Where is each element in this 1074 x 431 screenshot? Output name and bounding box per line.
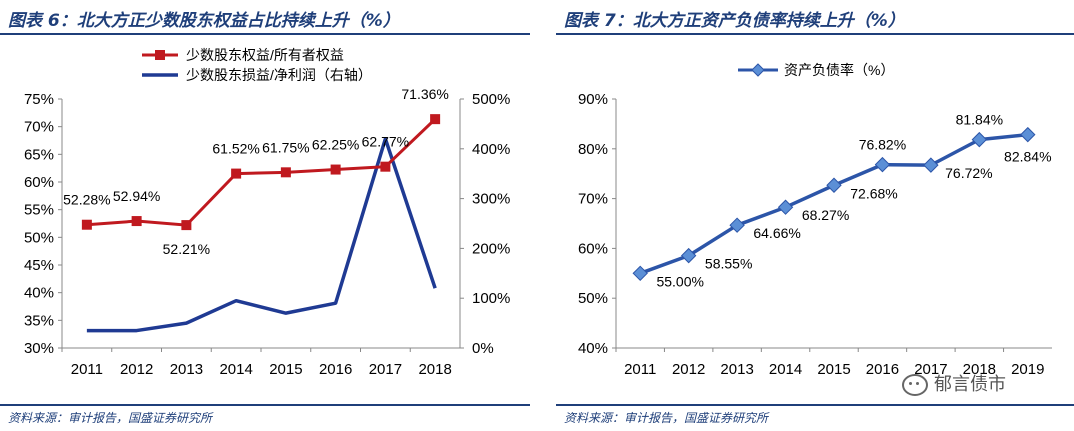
y-tick-label: 40% <box>578 340 608 357</box>
debt-ratio-data-label: 76.82% <box>859 137 906 153</box>
left-chart: 30% 35% 40% 45% 50% 55% 60% 65% 70% 75% 0% 100% 200%… <box>24 47 510 378</box>
debt-ratio-point <box>971 131 988 148</box>
x-tick-label: 2011 <box>624 361 656 378</box>
x-tick-label: 2012 <box>120 361 153 378</box>
x-tick-label: 2016 <box>866 361 899 378</box>
left-title-rule <box>0 33 530 35</box>
minority-equity-data-label: 71.36% <box>401 86 448 102</box>
left-source-rule <box>0 404 530 406</box>
debt-ratio-point <box>777 199 794 215</box>
minority-equity-data-label: 52.94% <box>113 188 160 204</box>
right-chart: 40% 50% 60% 70% 80% 90% 2011 2012 2013 2014 2015 20… <box>578 62 1052 378</box>
debt-ratio-data-label: 68.27% <box>802 207 849 223</box>
right-panel: 图表 7：北大方正资产负债率持续上升（%） 40% 50% 60% 70% 80% 90%… <box>556 0 1074 431</box>
minority-equity-point <box>430 114 441 125</box>
left-y-tick-label: 45% <box>24 257 54 274</box>
debt-ratio-point <box>923 157 939 173</box>
minority-equity-point <box>231 168 242 179</box>
right-title-rule <box>556 33 1074 35</box>
debt-ratio-data-label: 72.68% <box>850 185 897 201</box>
debt-ratio-point <box>729 217 745 233</box>
y-tick-label: 90% <box>578 91 608 108</box>
x-tick-label: 2018 <box>418 361 451 378</box>
debt-ratio-point <box>874 156 891 173</box>
right-figure-title: 图表 7：北大方正资产负债率持续上升（%） <box>564 11 905 31</box>
left-y-tick-label: 70% <box>24 119 54 136</box>
x-tick-label: 2016 <box>319 361 352 378</box>
debt-ratio-data-label: 55.00% <box>656 273 703 289</box>
left-y-tick-label: 75% <box>24 91 54 108</box>
debt-ratio-line <box>639 132 1028 275</box>
minority-equity-data-label: 61.75% <box>262 139 309 155</box>
legend-blue-label: 少数股东损益/净利润（右轴） <box>186 67 372 83</box>
right-source-rule <box>556 404 1074 406</box>
x-tick-label: 2015 <box>817 361 850 378</box>
minority-equity-data-label: 62.77% <box>362 134 409 150</box>
debt-ratio-data-label: 82.84% <box>1004 149 1051 165</box>
minority-equity-point <box>181 220 192 231</box>
minority-equity-point <box>330 164 341 175</box>
debt-ratio-data-label: 76.72% <box>945 165 992 181</box>
left-y-tick-label: 40% <box>24 285 54 302</box>
legend-label: 资产负债率（%） <box>784 62 894 78</box>
left-panel: 图表 6：北大方正少数股东权益占比持续上升（%） 30% 35% 40% 45% 50%… <box>0 0 530 431</box>
watermark: 郁言债市 <box>902 370 1006 396</box>
left-y-tick-label: 50% <box>24 229 54 246</box>
minority-equity-ratio-line <box>86 118 437 227</box>
x-tick-label: 2015 <box>269 361 302 378</box>
minority-equity-point <box>131 216 142 227</box>
legend-marker <box>751 63 765 77</box>
minority-equity-point <box>280 167 291 178</box>
y-tick-label: 80% <box>578 141 608 158</box>
right-y-tick-label: 100% <box>472 290 510 307</box>
debt-ratio-data-label: 58.55% <box>705 256 752 272</box>
debt-ratio-data-label: 81.84% <box>956 112 1003 128</box>
x-tick-label: 2014 <box>769 361 802 378</box>
x-tick-label: 2014 <box>219 361 252 378</box>
wechat-icon <box>902 374 928 396</box>
y-tick-label: 60% <box>578 240 608 257</box>
minority-equity-data-label: 62.25% <box>312 137 359 153</box>
right-y-tick-label: 200% <box>472 240 510 257</box>
left-source-note: 资料来源：审计报告，国盛证券研究所 <box>8 411 213 425</box>
x-tick-label: 2017 <box>914 361 947 378</box>
legend-red-marker <box>155 50 165 60</box>
debt-ratio-data-label: 64.66% <box>753 225 800 241</box>
debt-ratio-point <box>632 265 648 282</box>
x-tick-label: 2019 <box>1011 361 1044 378</box>
left-y-tick-label: 65% <box>24 146 54 163</box>
x-tick-label: 2011 <box>71 361 103 378</box>
x-tick-label: 2013 <box>170 361 203 378</box>
legend-red-label: 少数股东权益/所有者权益 <box>186 47 344 63</box>
left-y-tick-label: 60% <box>24 174 54 191</box>
minority-equity-data-label: 52.21% <box>163 241 210 257</box>
right-source-note: 资料来源：审计报告，国盛证券研究所 <box>564 411 769 425</box>
left-y-tick-label: 35% <box>24 312 54 329</box>
right-y-tick-label: 0% <box>472 340 494 357</box>
left-figure-title: 图表 6：北大方正少数股东权益占比持续上升（%） <box>8 11 400 31</box>
debt-ratio-point <box>826 177 842 193</box>
x-tick-label: 2017 <box>369 361 402 378</box>
right-y-tick-label: 300% <box>472 191 510 208</box>
minority-equity-data-label: 52.28% <box>63 192 110 208</box>
minority-equity-point <box>380 161 391 172</box>
left-y-tick-label: 30% <box>24 340 54 357</box>
minority-equity-data-label: 61.52% <box>212 141 259 157</box>
y-tick-label: 50% <box>578 290 608 307</box>
right-y-tick-label: 500% <box>472 91 510 108</box>
y-tick-label: 70% <box>578 191 608 208</box>
x-tick-label: 2012 <box>672 361 705 378</box>
left-y-tick-label: 55% <box>24 202 54 219</box>
minority-equity-point <box>81 219 92 230</box>
x-tick-label: 2018 <box>963 361 996 378</box>
debt-ratio-point <box>1020 126 1036 143</box>
x-tick-label: 2013 <box>720 361 753 378</box>
watermark-text: 郁言债市 <box>934 374 1006 395</box>
right-y-tick-label: 400% <box>472 141 510 158</box>
debt-ratio-point <box>680 247 697 264</box>
